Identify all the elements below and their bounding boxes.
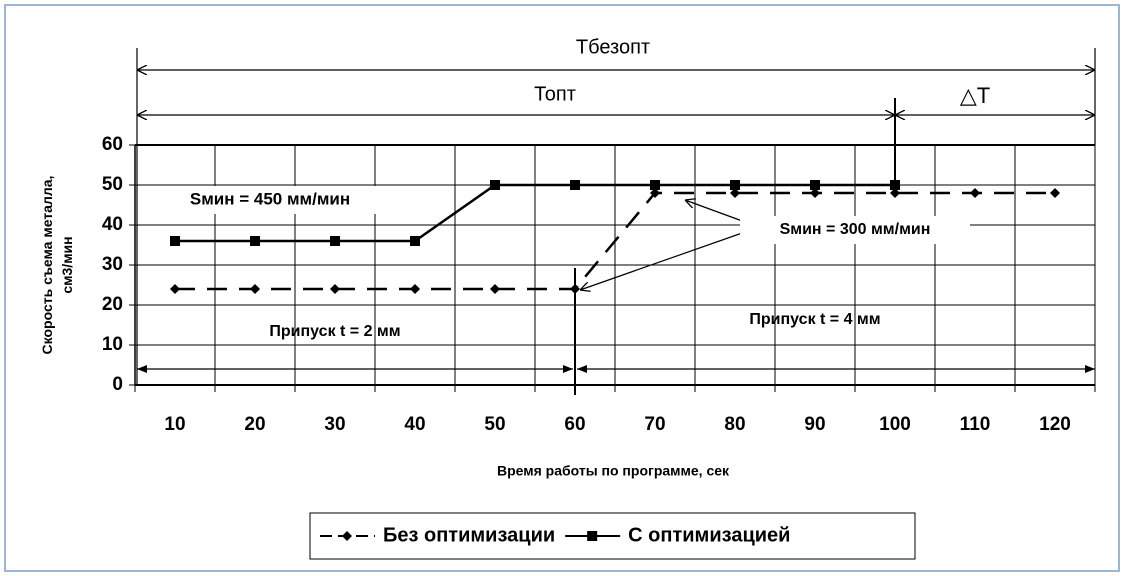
data-point (650, 180, 660, 190)
data-point (730, 188, 740, 198)
data-point (170, 236, 180, 246)
y-tick-label: 60 (102, 134, 123, 155)
data-point (330, 284, 340, 294)
data-point (890, 180, 900, 190)
y-tick-label: 50 (102, 174, 123, 195)
x-tick-label: 90 (804, 414, 825, 435)
data-point (970, 188, 980, 198)
x-tick-label: 120 (1039, 414, 1071, 435)
annotation-bg (160, 186, 380, 214)
x-tick-label: 80 (724, 414, 745, 435)
data-point (570, 180, 580, 190)
data-point (890, 188, 900, 198)
x-tick-label: 50 (484, 414, 505, 435)
data-point (810, 188, 820, 198)
annotation: Sмин = 300 мм/мин (780, 221, 931, 238)
data-point (490, 180, 500, 190)
data-point (1050, 188, 1060, 198)
annotation: △T (960, 83, 990, 108)
annotation: Топт (534, 83, 576, 105)
annotation: Тбезопт (576, 36, 650, 58)
x-tick-label: 10 (164, 414, 185, 435)
dimension-arrows (136, 48, 1096, 395)
annotation: Припуск t = 4 мм (749, 311, 880, 328)
annotation: Sмин = 450 мм/мин (190, 189, 350, 208)
data-point (570, 284, 580, 294)
data-point (810, 180, 820, 190)
data-point (330, 236, 340, 246)
data-point (410, 236, 420, 246)
legend-marker (342, 531, 352, 541)
y-tick-label: 0 (112, 374, 123, 395)
data-point (250, 236, 260, 246)
x-tick-label: 30 (324, 414, 345, 435)
annotation-bg (740, 216, 970, 244)
y-axis-label-line: см3/мин (59, 236, 75, 293)
annotation: Припуск t = 2 мм (269, 323, 400, 340)
data-point (410, 284, 420, 294)
x-tick-label: 100 (879, 414, 911, 435)
y-tick-label: 20 (102, 294, 123, 315)
x-tick-label: 20 (244, 414, 265, 435)
x-tick-label: 40 (404, 414, 425, 435)
y-axis-label: Скорость съема металла, см3/мин (39, 176, 75, 355)
x-tick-label: 110 (960, 414, 991, 435)
data-point (730, 180, 740, 190)
x-axis-label: Время работы по программе, сек (497, 463, 730, 479)
data-point (650, 188, 660, 198)
legend-label: С оптимизацией (628, 524, 790, 546)
legend-label: Без оптимизации (383, 524, 555, 546)
y-tick-label: 30 (102, 254, 123, 275)
data-point (170, 284, 180, 294)
x-tick-label: 70 (644, 414, 665, 435)
series-line (175, 191, 1055, 291)
data-point (250, 284, 260, 294)
legend-marker (587, 531, 598, 541)
series-line (175, 183, 895, 243)
y-tick-label: 40 (102, 214, 123, 235)
data-point (490, 284, 500, 294)
y-axis-label-line: Скорость съема металла, (39, 176, 55, 355)
y-tick-label: 10 (102, 334, 123, 355)
x-tick-label: 60 (564, 414, 585, 435)
